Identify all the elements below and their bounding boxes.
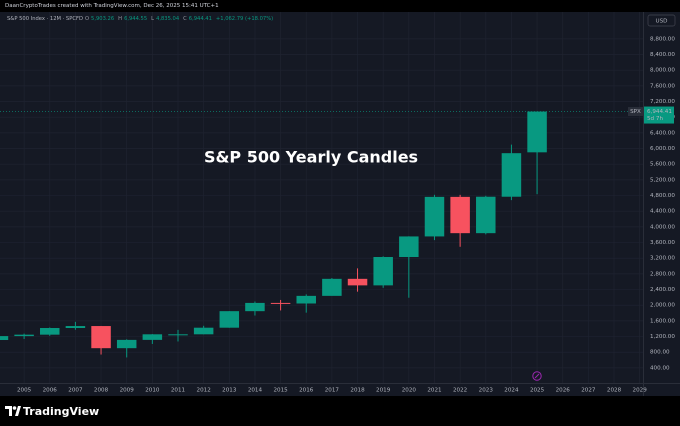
events-icon[interactable] bbox=[532, 371, 542, 381]
y-tick-label: 3,200.00 bbox=[650, 256, 675, 262]
x-tick-label: 2027 bbox=[581, 388, 596, 394]
chart-background bbox=[0, 12, 680, 396]
currency: USD bbox=[656, 18, 668, 24]
candle-body bbox=[40, 328, 60, 335]
candle-body bbox=[219, 311, 240, 328]
x-tick-label: 2016 bbox=[299, 388, 314, 394]
y-tick-label: 7,600.00 bbox=[650, 83, 675, 89]
footer: TradingView bbox=[0, 396, 680, 426]
candle-body bbox=[116, 339, 137, 349]
chart: 400.00 800.00 1,200.00 1,600.00 2,000.00 2,40… bbox=[0, 12, 680, 396]
candle-body bbox=[270, 302, 291, 304]
x-tick-label: 2015 bbox=[273, 388, 288, 394]
chart-title: S&P 500 Yearly Candles bbox=[204, 148, 418, 167]
candle-body bbox=[14, 334, 34, 337]
x-tick-label: 2014 bbox=[248, 388, 263, 394]
y-tick-label: 2,800.00 bbox=[650, 271, 675, 277]
y-tick-label: 2,000.00 bbox=[650, 303, 675, 309]
candle-body bbox=[168, 334, 188, 336]
candle-body bbox=[424, 196, 445, 237]
y-tick-label: 3,600.00 bbox=[650, 240, 675, 246]
x-tick-label: 2017 bbox=[325, 388, 340, 394]
legend-change: +1,062.79 (+18.07%) bbox=[215, 16, 274, 22]
x-tick-label: 2025 bbox=[530, 388, 545, 394]
candle-body bbox=[476, 196, 496, 234]
x-tick-label: 2018 bbox=[350, 388, 365, 394]
x-tick-label: 2005 bbox=[17, 388, 32, 394]
top-bar: DaanCryptoTrades created with TradingVie… bbox=[0, 0, 680, 12]
legend-key: L bbox=[151, 16, 155, 22]
x-tick-label: 2029 bbox=[633, 388, 648, 394]
price-tag bbox=[644, 106, 674, 124]
y-tick-label: 2,400.00 bbox=[650, 287, 675, 293]
price-tag-value: 6,944.41 bbox=[647, 109, 672, 115]
y-tick-label: 4,000.00 bbox=[650, 224, 675, 230]
y-tick-label: 4,800.00 bbox=[650, 193, 675, 199]
x-tick-label: 2006 bbox=[43, 388, 58, 394]
legend-key: H bbox=[118, 16, 123, 22]
attribution: DaanCryptoTrades created with TradingVie… bbox=[5, 3, 219, 9]
candle-body bbox=[296, 295, 316, 304]
symbol-tag bbox=[628, 107, 643, 117]
candle-body bbox=[91, 326, 111, 349]
symbol-tag-label: SPX bbox=[630, 109, 641, 115]
x-tick-label: 2007 bbox=[68, 388, 83, 394]
x-tick-label: 2009 bbox=[120, 388, 135, 394]
candle-body bbox=[65, 326, 86, 329]
ohlc-legend: S&P 500 Index · 12M · SPCFD O 5,903.26 H 6,… bbox=[7, 16, 275, 22]
y-tick-label: 6,400.00 bbox=[650, 130, 675, 136]
legend-key: C bbox=[183, 16, 187, 22]
x-tick-label: 2023 bbox=[479, 388, 494, 394]
x-tick-label: 2019 bbox=[376, 388, 391, 394]
axes: 400.00 800.00 1,200.00 1,600.00 2,000.00 2,40… bbox=[17, 36, 675, 393]
candle-body bbox=[527, 111, 547, 153]
candle-body bbox=[450, 196, 470, 234]
candle-body bbox=[501, 153, 522, 197]
y-tick-label: 1,600.00 bbox=[650, 318, 675, 324]
legend-value: 6,944.55 bbox=[124, 16, 148, 22]
candle-body bbox=[142, 334, 163, 340]
price-tag-countdown: 5d 7h bbox=[647, 116, 663, 122]
y-tick-label: 8,800.00 bbox=[650, 36, 675, 42]
y-tick-label: 4,400.00 bbox=[650, 209, 675, 215]
x-tick-label: 2026 bbox=[556, 388, 571, 394]
y-tick-label: 8,400.00 bbox=[650, 52, 675, 58]
candle-body bbox=[245, 302, 265, 312]
x-tick-label: 2021 bbox=[427, 388, 442, 394]
x-tick-label: 2008 bbox=[94, 388, 109, 394]
x-tick-label: 2024 bbox=[504, 388, 519, 394]
candle-body bbox=[399, 236, 419, 258]
x-tick-label: 2028 bbox=[607, 388, 622, 394]
x-tick-label: 2010 bbox=[145, 388, 160, 394]
plot-area bbox=[0, 111, 643, 358]
candle-body bbox=[373, 257, 393, 286]
y-tick-label: 7,200.00 bbox=[650, 99, 675, 105]
y-tick-label: 5,600.00 bbox=[650, 162, 675, 168]
brand: TradingView bbox=[23, 405, 100, 418]
x-tick-label: 2013 bbox=[222, 388, 237, 394]
x-tick-label: 2012 bbox=[197, 388, 211, 394]
candle-body bbox=[322, 278, 342, 296]
symbol: S&P 500 Index · 12M · SPCFD bbox=[7, 16, 83, 22]
y-tick-label: 1,200.00 bbox=[650, 334, 675, 340]
y-tick-label: 8,000.00 bbox=[650, 68, 675, 74]
x-tick-label: 2022 bbox=[453, 388, 467, 394]
candle-body bbox=[193, 327, 214, 335]
legend-value: 5,903.26 bbox=[91, 16, 115, 22]
y-tick-label: 400.00 bbox=[650, 365, 670, 371]
y-tick-label: 6,000.00 bbox=[650, 146, 675, 152]
candle-body bbox=[347, 278, 368, 286]
currency-box[interactable] bbox=[647, 14, 676, 27]
legend-value: 6,944.41 bbox=[188, 16, 212, 22]
x-tick-label: 2020 bbox=[402, 388, 417, 394]
candle-body bbox=[0, 336, 9, 341]
y-tick-label: 800.00 bbox=[650, 350, 670, 356]
legend-key: O bbox=[84, 16, 90, 22]
x-tick-label: 2011 bbox=[171, 388, 186, 394]
y-tick-label: 5,200.00 bbox=[650, 177, 675, 183]
brand-logo bbox=[5, 406, 21, 416]
legend-value: 4,835.04 bbox=[156, 16, 180, 22]
